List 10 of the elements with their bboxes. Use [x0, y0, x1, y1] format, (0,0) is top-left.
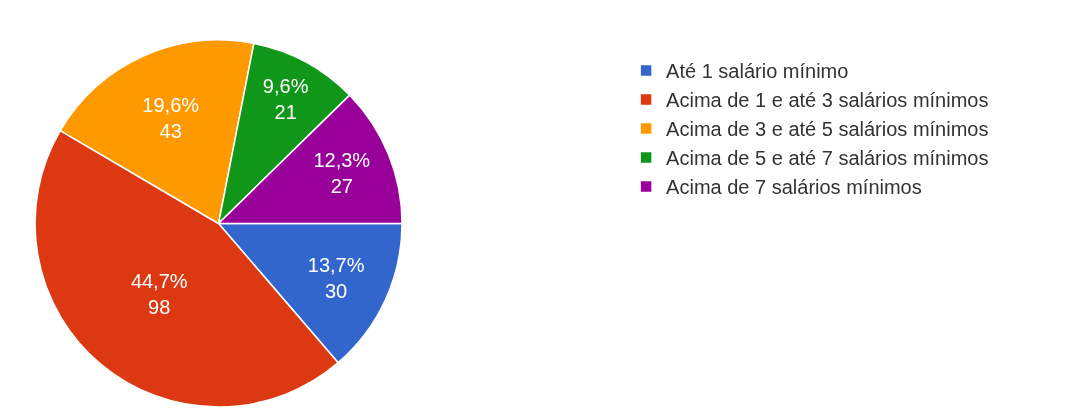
- data-label: 44,7% 98: [130, 270, 188, 319]
- legend-label: Até 1 salário mínimo: [666, 60, 849, 83]
- legend-label: Acima de 7 salários mínimos: [666, 176, 922, 199]
- data-label: 12,3% 27: [313, 149, 371, 198]
- legend-label: Acima de 3 e até 5 salários mínimos: [666, 118, 989, 141]
- legend-label: Acima de 5 e até 7 salários mínimos: [666, 147, 989, 170]
- data-label: 19,6% 43: [142, 93, 200, 142]
- data-label: 13,7% 30: [307, 253, 365, 302]
- data-label: 9,6% 21: [262, 74, 309, 123]
- legend-label: Acima de 1 e até 3 salários mínimos: [666, 89, 989, 112]
